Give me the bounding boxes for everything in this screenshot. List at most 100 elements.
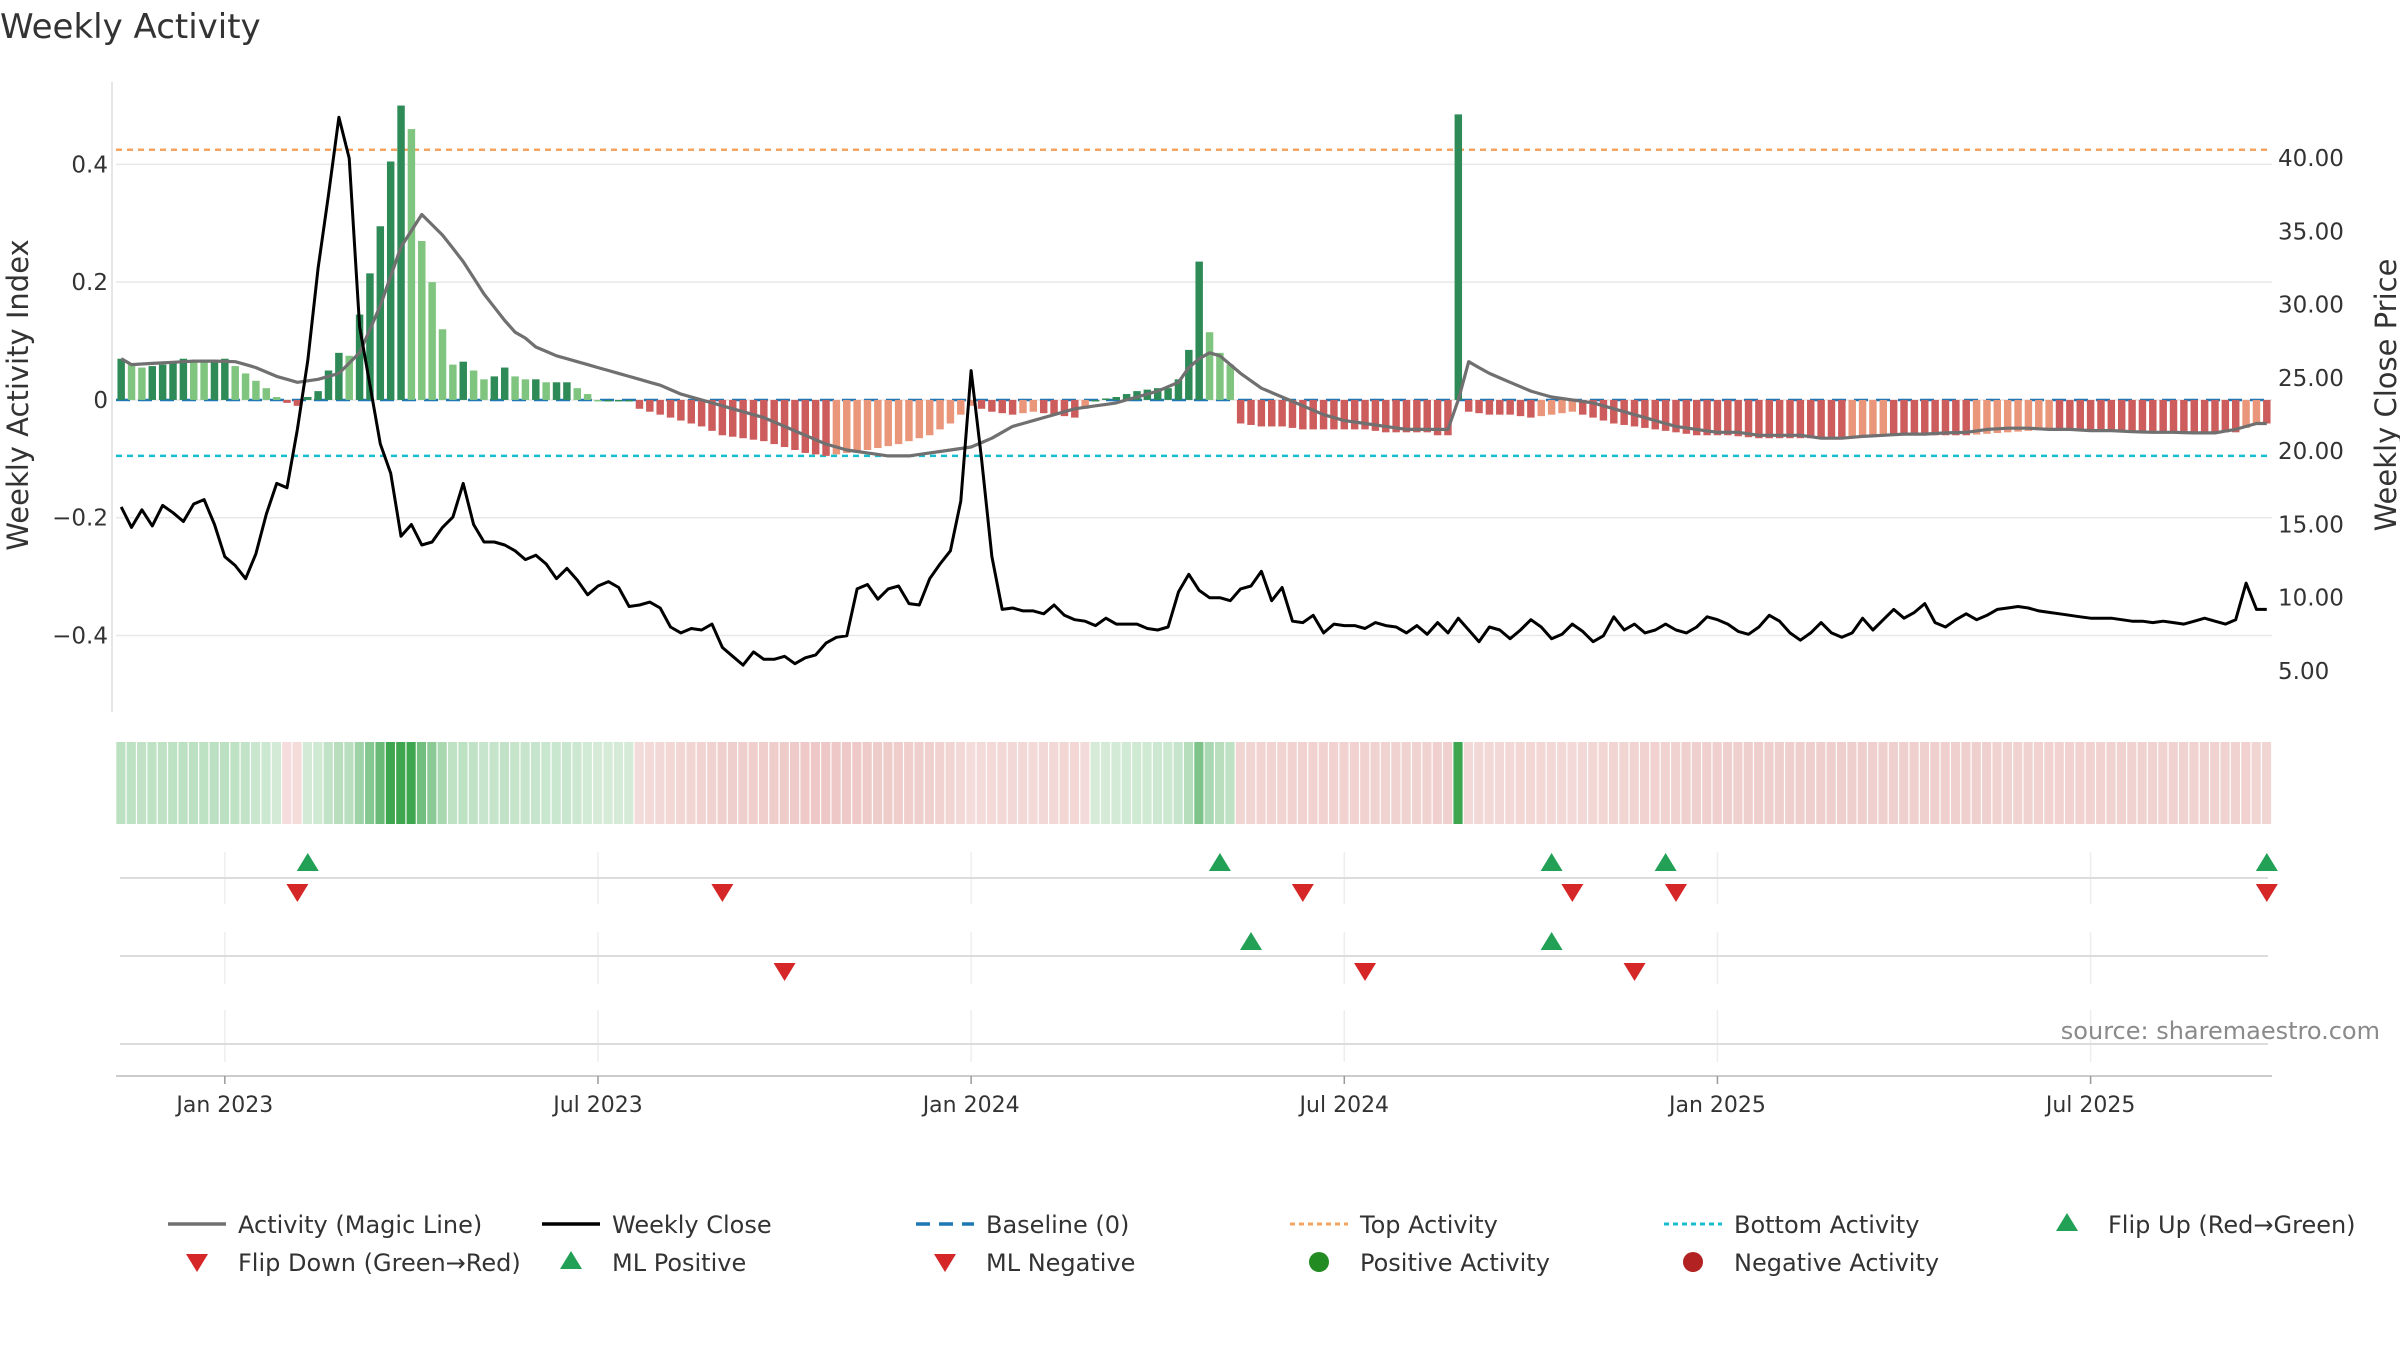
right-tick-label: 30.00 — [2278, 293, 2344, 319]
activity-bar — [1195, 261, 1203, 400]
activity-bar — [967, 399, 975, 406]
heat-cell — [893, 742, 903, 824]
legend-swatch — [2056, 1213, 2078, 1231]
heat-cell — [1443, 742, 1453, 824]
heat-cell — [1515, 742, 1525, 824]
activity-bar — [1257, 399, 1266, 427]
activity-bar — [915, 399, 924, 439]
activity-bar — [2128, 399, 2136, 433]
heat-cell — [1712, 742, 1722, 824]
heat-cell — [997, 742, 1007, 824]
heat-cell — [1318, 742, 1328, 824]
activity-bar — [1734, 399, 1742, 437]
activity-bar — [594, 399, 602, 402]
activity-bar — [2003, 399, 2012, 433]
heat-cell — [1474, 742, 1484, 824]
activity-bar — [1485, 399, 1494, 415]
heat-cell — [2044, 742, 2054, 824]
activity-bar — [2014, 399, 2022, 432]
activity-bar — [697, 399, 706, 427]
heat-cell — [1982, 742, 1992, 824]
heat-cell — [748, 742, 758, 824]
heat-cell — [1546, 742, 1556, 824]
activity-bar — [2211, 399, 2219, 433]
legend-item: Activity (Magic Line) — [168, 1211, 482, 1239]
activity-bar — [1941, 399, 1950, 436]
heat-cell — [1691, 742, 1702, 824]
activity-bar — [2263, 399, 2271, 424]
heat-cell — [914, 742, 924, 824]
axes: 0.4 0.2 0 −0.2 −0.4 40.00 35.00 30.00 25.00 20.00… — [52, 82, 2344, 712]
heat-cell — [199, 742, 209, 824]
heat-cell — [458, 742, 468, 824]
activity-bar — [1786, 399, 1794, 439]
heat-cell — [1308, 742, 1318, 824]
activity-bar — [708, 399, 716, 431]
heat-cell — [1453, 742, 1463, 824]
legend-label: ML Negative — [986, 1249, 1135, 1277]
activity-bar — [252, 380, 260, 400]
heat-cell — [1764, 742, 1774, 824]
flip-down-marker — [1561, 884, 1584, 902]
legend-label: Weekly Close — [612, 1211, 772, 1239]
heat-cell — [2002, 742, 2012, 824]
legend-swatch — [1309, 1252, 1329, 1272]
activity-bar — [822, 399, 830, 456]
activity-bar — [1330, 399, 1338, 430]
heat-cell — [2054, 742, 2064, 824]
activity-bar — [863, 399, 872, 450]
heat-cell — [1536, 742, 1546, 824]
heat-cell — [1899, 742, 1909, 824]
heat-cell — [2220, 742, 2230, 824]
activity-bar — [511, 376, 519, 400]
heat-cell — [1930, 742, 1940, 824]
heat-cell — [2230, 742, 2241, 824]
legend-label: Bottom Activity — [1734, 1211, 1919, 1239]
heat-cell — [1494, 742, 1505, 824]
activity-bar — [521, 379, 530, 400]
heat-cell — [1971, 742, 1981, 824]
heat-cell — [2064, 742, 2075, 824]
activity-bar — [1423, 399, 1431, 433]
heat-cell — [1826, 742, 1836, 824]
activity-bar — [832, 399, 841, 455]
heat-cell — [904, 742, 914, 824]
activity-bar — [293, 399, 302, 406]
legend-item: Flip Down (Green→Red) — [186, 1249, 521, 1277]
heat-cell — [1287, 742, 1297, 824]
x-tick-label: Jan 2025 — [1667, 1093, 1766, 1118]
activity-bar — [355, 314, 364, 400]
heat-cell — [479, 742, 489, 824]
right-tick-label: 10.00 — [2278, 586, 2344, 612]
activity-bar — [1247, 399, 1255, 425]
legend-item: Flip Up (Red→Green) — [2056, 1211, 2356, 1239]
heat-cell — [1650, 742, 1660, 824]
activity-bar — [1164, 388, 1172, 400]
activity-bar — [2107, 399, 2116, 431]
activity-bar — [801, 399, 810, 453]
heat-cell — [676, 742, 686, 824]
activity-bar — [656, 399, 664, 415]
heat-cell — [1681, 742, 1691, 824]
activity-bar — [2055, 399, 2064, 430]
heat-cell — [1722, 742, 1733, 824]
activity-bar — [2035, 399, 2043, 431]
heat-cell — [1256, 742, 1266, 824]
activity-bar — [1475, 399, 1483, 414]
heat-cell — [354, 742, 364, 824]
activity-bar — [1371, 399, 1380, 431]
activity-bars — [117, 105, 2271, 456]
activity-bar — [1879, 399, 1888, 436]
heat-cell — [137, 742, 147, 824]
heat-cell — [406, 742, 416, 824]
activity-bar — [1268, 399, 1276, 427]
heat-cell — [821, 742, 831, 824]
heat-cell — [1868, 742, 1878, 824]
legend: Activity (Magic Line) Weekly Close Baselin… — [168, 1211, 2356, 1277]
heat-cell — [1173, 742, 1183, 824]
flip-down-marker — [1664, 884, 1687, 902]
activity-bar — [1340, 399, 1349, 430]
ml-negative-marker — [1623, 963, 1646, 981]
activity-bar — [1236, 399, 1245, 424]
activity-bar — [283, 399, 291, 403]
